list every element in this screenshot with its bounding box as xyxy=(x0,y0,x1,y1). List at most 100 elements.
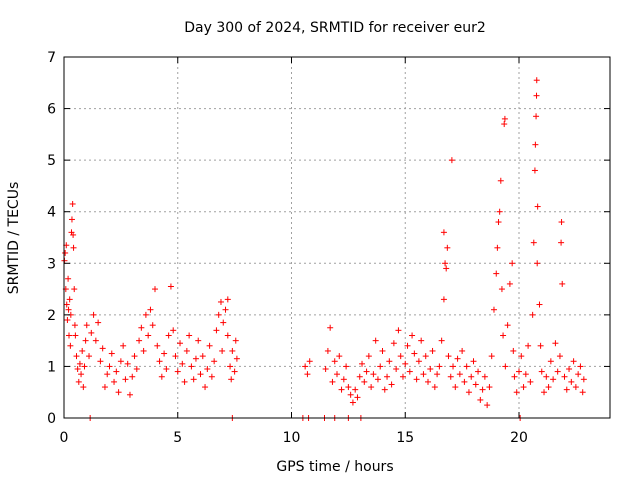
data-point xyxy=(558,219,565,226)
data-point xyxy=(547,358,554,365)
data-point xyxy=(95,319,102,326)
data-point xyxy=(79,347,86,354)
data-point xyxy=(71,286,78,293)
data-point xyxy=(388,381,395,388)
x-tick-label: 15 xyxy=(396,430,414,446)
data-point xyxy=(541,389,548,396)
data-point xyxy=(181,378,188,385)
data-point xyxy=(352,386,359,393)
data-point xyxy=(113,368,120,375)
data-point xyxy=(563,386,570,393)
data-point xyxy=(365,353,372,360)
data-point xyxy=(579,389,586,396)
x-axis-label: GPS time / hours xyxy=(276,459,393,475)
data-point xyxy=(472,381,479,388)
data-point xyxy=(70,244,77,251)
data-point xyxy=(552,340,559,347)
data-point xyxy=(186,332,193,339)
data-point xyxy=(122,376,129,383)
data-point xyxy=(322,366,329,373)
data-point xyxy=(445,353,452,360)
data-point xyxy=(481,373,488,380)
data-point xyxy=(232,337,239,344)
data-point xyxy=(192,355,199,362)
data-point xyxy=(195,337,202,344)
data-point xyxy=(71,322,78,329)
data-point xyxy=(510,347,517,354)
data-point xyxy=(538,368,545,375)
data-point xyxy=(429,347,436,354)
data-point xyxy=(438,337,445,344)
data-point xyxy=(468,373,475,380)
data-point xyxy=(161,350,168,357)
data-point xyxy=(170,327,177,334)
data-point xyxy=(145,332,152,339)
x-tick-label: 20 xyxy=(510,430,528,446)
data-point xyxy=(570,358,577,365)
data-point xyxy=(97,358,104,365)
data-point xyxy=(497,177,504,184)
data-point xyxy=(343,363,350,370)
data-point xyxy=(390,340,397,347)
data-point xyxy=(73,353,80,360)
data-point xyxy=(163,366,170,373)
data-point xyxy=(156,358,163,365)
data-point xyxy=(543,373,550,380)
data-point xyxy=(115,389,122,396)
data-point xyxy=(511,373,518,380)
data-point xyxy=(501,115,508,122)
data-point xyxy=(65,306,72,313)
data-point xyxy=(500,332,507,339)
data-point xyxy=(120,342,127,349)
data-point xyxy=(427,366,434,373)
data-point xyxy=(577,363,584,370)
data-point xyxy=(66,296,73,303)
data-point xyxy=(172,353,179,360)
x-tick-label: 0 xyxy=(60,430,69,446)
data-point xyxy=(142,311,149,318)
data-point xyxy=(124,360,131,367)
data-point xyxy=(402,360,409,367)
data-point xyxy=(72,332,79,339)
x-tick-label: 10 xyxy=(283,430,301,446)
data-point xyxy=(554,368,561,375)
data-point xyxy=(486,384,493,391)
data-point xyxy=(463,363,470,370)
data-point xyxy=(575,371,582,378)
data-point xyxy=(470,358,477,365)
data-point xyxy=(213,327,220,334)
data-point xyxy=(101,384,108,391)
data-point xyxy=(434,371,441,378)
data-point xyxy=(133,366,140,373)
data-point xyxy=(83,322,90,329)
data-point xyxy=(183,347,190,354)
data-point xyxy=(86,353,93,360)
plot-frame xyxy=(63,56,611,419)
data-point xyxy=(304,371,311,378)
data-point xyxy=(147,306,154,313)
data-point xyxy=(537,342,544,349)
data-point xyxy=(354,394,361,401)
data-point xyxy=(395,327,402,334)
y-tick-label: 7 xyxy=(47,50,56,66)
data-point xyxy=(67,342,74,349)
data-point xyxy=(154,342,161,349)
data-point xyxy=(422,353,429,360)
data-point xyxy=(442,260,449,267)
data-point xyxy=(331,358,338,365)
data-point xyxy=(149,322,156,329)
data-point xyxy=(509,260,516,267)
data-point xyxy=(530,239,537,246)
data-point xyxy=(531,167,538,174)
data-point xyxy=(179,360,186,367)
data-point xyxy=(359,360,366,367)
data-point xyxy=(65,275,72,282)
data-point xyxy=(228,376,235,383)
data-point xyxy=(82,337,89,344)
data-point xyxy=(379,347,386,354)
data-point xyxy=(140,347,147,354)
data-point xyxy=(74,366,81,373)
data-point xyxy=(550,376,557,383)
data-point xyxy=(384,373,391,380)
data-point xyxy=(220,319,227,326)
